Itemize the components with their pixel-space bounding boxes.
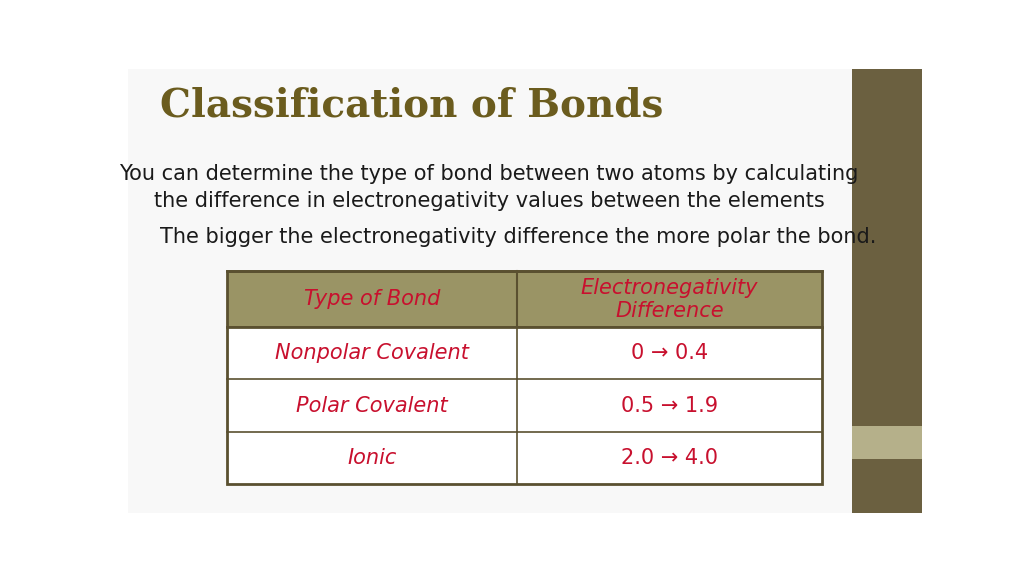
Text: 0.5 → 1.9: 0.5 → 1.9 bbox=[622, 396, 718, 415]
Text: Classification of Bonds: Classification of Bonds bbox=[160, 87, 664, 125]
Bar bbox=[227, 327, 822, 380]
Text: Type of Bond: Type of Bond bbox=[304, 289, 440, 309]
Bar bbox=[852, 426, 922, 460]
Text: Electronegativity
Difference: Electronegativity Difference bbox=[581, 278, 759, 321]
Text: 2.0 → 4.0: 2.0 → 4.0 bbox=[622, 448, 718, 468]
Bar bbox=[227, 271, 822, 327]
Bar bbox=[852, 460, 922, 513]
Text: Ionic: Ionic bbox=[347, 448, 396, 468]
Text: Polar Covalent: Polar Covalent bbox=[296, 396, 447, 415]
Bar bbox=[227, 380, 822, 431]
Text: You can determine the type of bond between two atoms by calculating: You can determine the type of bond betwe… bbox=[120, 165, 859, 184]
Bar bbox=[227, 271, 822, 484]
Text: 0 → 0.4: 0 → 0.4 bbox=[631, 343, 709, 363]
Bar bbox=[852, 69, 922, 426]
Text: The bigger the electronegativity difference the more polar the bond.: The bigger the electronegativity differe… bbox=[160, 226, 877, 247]
Text: the difference in electronegativity values between the elements: the difference in electronegativity valu… bbox=[154, 191, 824, 211]
Bar bbox=[227, 431, 822, 484]
Text: Nonpolar Covalent: Nonpolar Covalent bbox=[275, 343, 469, 363]
